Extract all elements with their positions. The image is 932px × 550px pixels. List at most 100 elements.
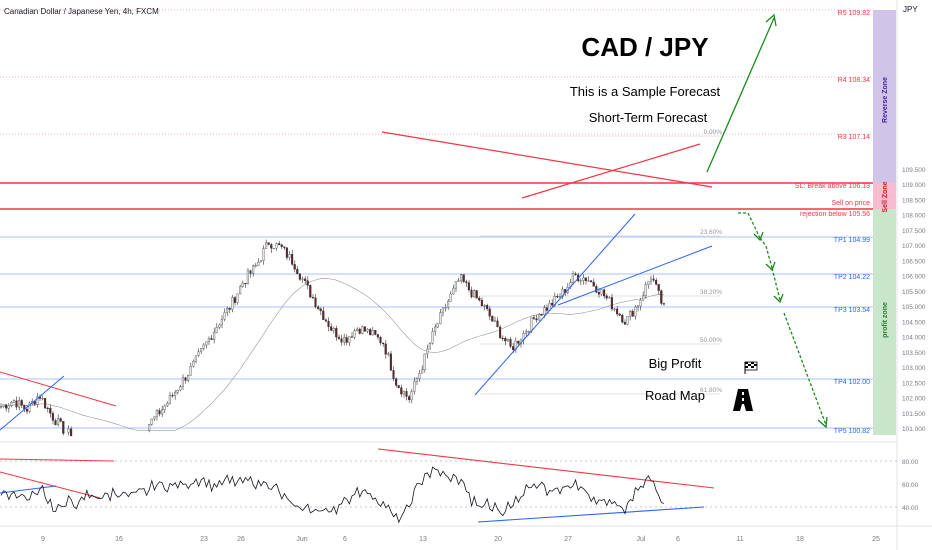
bullish-arrow: [706, 17, 775, 173]
level-label: R3 107.14: [838, 134, 870, 141]
candle-body: [418, 373, 421, 379]
candle-body: [311, 297, 314, 299]
time-tick-label: 16: [115, 536, 123, 543]
candle-body: [535, 318, 538, 321]
candle-body: [496, 320, 499, 328]
candle-body: [613, 308, 616, 310]
candle-body: [20, 400, 23, 406]
price-tick-label: 109.000: [902, 182, 926, 189]
candle-body: [150, 418, 153, 425]
moving-average: [0, 278, 665, 431]
candle-body: [584, 277, 587, 282]
candle-body: [275, 243, 278, 249]
time-tick-label: 9: [41, 536, 45, 543]
candle-body: [631, 310, 634, 317]
candle-body: [202, 344, 205, 349]
candle-body: [155, 410, 158, 417]
rsi-tick-label: 60.00: [902, 482, 919, 489]
candle-body: [249, 270, 252, 274]
level-label: TP5 100.82: [834, 428, 870, 435]
candle-body: [644, 284, 647, 296]
candle-body: [54, 420, 57, 426]
candle-body: [171, 395, 174, 397]
candle-body: [254, 265, 257, 267]
time-axis: 9 16 23 26 Jun 6 13 20 27 Jul 6 11 18 25: [41, 536, 880, 543]
candle-body: [330, 326, 333, 331]
fib-label: 38.20%: [700, 289, 722, 296]
candle-body: [426, 348, 429, 355]
candle-body: [509, 339, 512, 347]
candle-body: [561, 289, 564, 297]
price-axis: 109.500 109.000 108.500 108.000 107.500 107.0…: [902, 167, 926, 433]
candle-body: [514, 340, 517, 350]
rsi-axis: 80.00 60.00 40.00: [902, 459, 919, 512]
candle-body: [363, 326, 366, 332]
candle-body: [493, 320, 496, 322]
candle-body: [623, 322, 626, 325]
candle-body: [551, 302, 554, 306]
candle-body: [280, 244, 283, 247]
profit-zone: [873, 209, 896, 435]
candle-body: [428, 343, 431, 350]
candle-body: [213, 331, 216, 340]
candle-body: [62, 421, 65, 434]
candle-body: [327, 320, 330, 327]
rsi-tick-label: 80.00: [902, 459, 919, 466]
price-tick-label: 105.000: [902, 304, 926, 311]
candle-body: [662, 303, 665, 305]
candle-body: [475, 290, 478, 299]
candle-body: [262, 248, 265, 261]
price-tick-label: 107.500: [902, 228, 926, 235]
candles: [0, 239, 665, 437]
candle-body: [499, 326, 502, 339]
fib-label: 23.60%: [700, 229, 722, 236]
candle-body: [642, 295, 645, 301]
reverse-zone-label: Reverse Zone: [882, 77, 889, 123]
candle-body: [384, 343, 387, 355]
candle-body: [374, 330, 377, 335]
candle-body: [467, 282, 470, 291]
candle-body: [319, 308, 322, 312]
candle-body: [7, 405, 10, 409]
subtitle-short-term: Short-Term Forecast: [589, 110, 708, 125]
candle-body: [597, 291, 600, 295]
candle-body: [257, 261, 260, 266]
candle-body: [423, 353, 426, 370]
candle-body: [452, 287, 455, 295]
time-tick-label: Jun: [296, 536, 307, 543]
candle-body: [239, 286, 242, 295]
candle-body: [410, 391, 413, 400]
symbol-title: Canadian Dollar / Japanese Yen, 4h, FXCM: [4, 7, 159, 16]
candle-body: [621, 315, 624, 323]
candle-body: [28, 402, 31, 412]
candle-body: [314, 297, 317, 308]
candle-body: [246, 270, 249, 284]
candle-body: [530, 317, 533, 332]
subtitle-sample-forecast: This is a Sample Forecast: [570, 84, 721, 99]
price-levels: R5 109.82 R4 108.34 R3 107.14 SL: Break abo…: [0, 9, 873, 435]
candle-body: [600, 289, 603, 295]
level-label: Sell on price: [831, 200, 870, 207]
candle-body: [574, 273, 577, 276]
candle-body: [501, 337, 504, 339]
fib-levels: 0.00% 23.60% 38.20% 50.00% 61.80%: [480, 129, 722, 395]
time-tick-label: 11: [736, 536, 743, 543]
level-label: R4 108.34: [838, 77, 870, 84]
rsi-line: [0, 466, 665, 524]
candle-body: [626, 316, 629, 325]
candle-body: [652, 278, 655, 281]
price-tick-label: 106.500: [902, 258, 926, 265]
candle-body: [400, 387, 403, 395]
time-tick-label: 6: [676, 536, 680, 543]
candle-body: [592, 281, 595, 287]
uptrend-line-1: [474, 213, 636, 396]
candle-body: [51, 413, 54, 421]
candle-body: [462, 274, 465, 282]
candle-body: [657, 284, 660, 291]
time-tick-label: 18: [796, 536, 804, 543]
candle-body: [163, 405, 166, 410]
candle-body: [176, 390, 179, 393]
candle-body: [478, 297, 481, 301]
candle-body: [543, 307, 546, 315]
